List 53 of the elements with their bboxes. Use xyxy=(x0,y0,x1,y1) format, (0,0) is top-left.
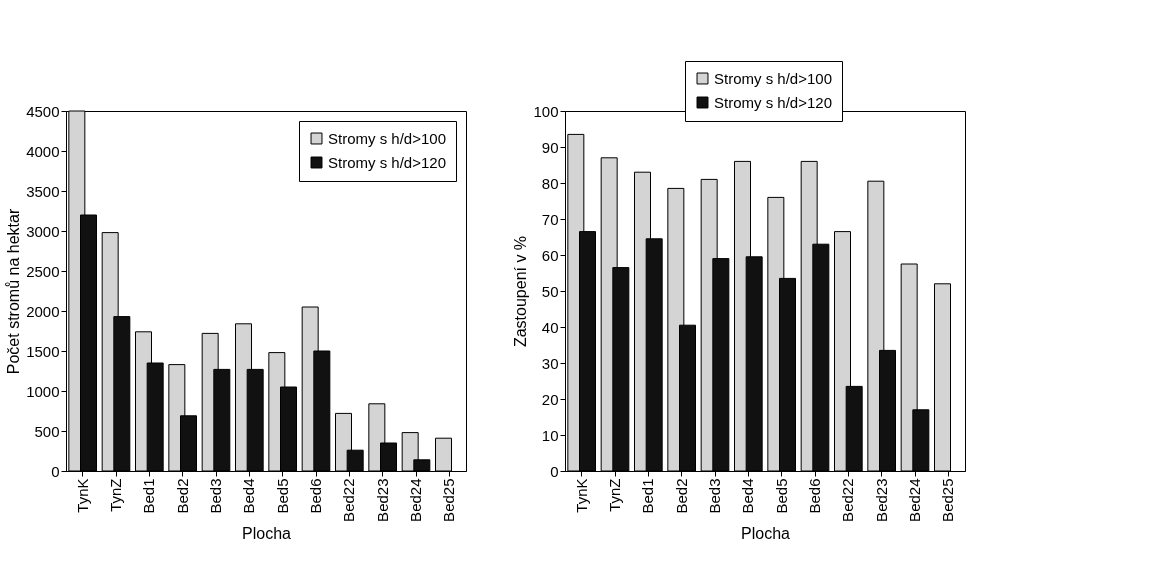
x-tick-label: Bed3 xyxy=(207,478,224,514)
x-tick-label: Bed5 xyxy=(273,478,291,514)
x-axis-title: Plocha xyxy=(242,524,292,542)
y-tick-label: 3000 xyxy=(26,222,60,240)
y-tick-label: 10 xyxy=(541,426,559,444)
y-tick-label: 3500 xyxy=(26,182,60,200)
y-tick-label: 1000 xyxy=(26,382,60,400)
y-tick-label: 2500 xyxy=(26,262,60,280)
x-tick-label: Bed6 xyxy=(806,478,823,514)
y-axis-title: Zastoupení v % xyxy=(512,235,530,348)
x-tick-label: Bed22 xyxy=(340,478,358,522)
x-tick-label: Bed2 xyxy=(672,478,690,514)
x-tick-label: TynZ xyxy=(606,478,623,512)
x-tick-label: Bed1 xyxy=(140,478,158,514)
y-tick-label: 100 xyxy=(533,102,559,120)
x-tick-label: Bed23 xyxy=(373,478,391,522)
y-axis-title: Počet stromů na hektar xyxy=(5,208,23,375)
y-tick-label: 2000 xyxy=(26,302,60,320)
legend-label: Stromy s h/d>100 xyxy=(714,69,832,87)
x-tick-label: Bed25 xyxy=(440,478,458,522)
y-tick-label: 0 xyxy=(51,462,60,480)
y-tick-label: 80 xyxy=(541,174,559,192)
legend-label: Stromy s h/d>120 xyxy=(714,93,832,111)
x-tick-label: Bed23 xyxy=(872,478,890,522)
y-tick-label: 0 xyxy=(550,462,559,480)
x-tick-label: Bed1 xyxy=(639,478,657,514)
legend-label: Stromy s h/d>100 xyxy=(328,129,446,147)
x-tick-label: Bed24 xyxy=(407,478,424,522)
y-tick-label: 500 xyxy=(34,422,60,440)
y-tick-label: 20 xyxy=(541,390,559,408)
x-tick-label: Bed5 xyxy=(772,478,790,514)
x-tick-label: Bed4 xyxy=(240,478,258,514)
y-tick-label: 90 xyxy=(541,138,559,156)
x-tick-label: TynK xyxy=(73,478,91,513)
y-tick-label: 30 xyxy=(541,354,559,372)
y-tick-label: 40 xyxy=(541,318,559,336)
x-tick-label: Bed24 xyxy=(906,478,923,522)
y-tick-label: 50 xyxy=(541,282,559,300)
x-axis-title: Plocha xyxy=(741,524,791,542)
y-tick-label: 60 xyxy=(541,246,559,264)
y-tick-label: 4000 xyxy=(26,142,60,160)
y-tick-label: 70 xyxy=(541,210,559,228)
x-tick-label: Bed6 xyxy=(307,478,324,514)
x-tick-label: Bed2 xyxy=(173,478,191,514)
x-tick-label: TynK xyxy=(572,478,590,513)
x-tick-label: Bed22 xyxy=(839,478,857,522)
legend-label: Stromy s h/d>120 xyxy=(328,153,446,171)
x-tick-label: Bed3 xyxy=(706,478,723,514)
y-tick-label: 4500 xyxy=(26,102,60,120)
x-tick-label: Bed25 xyxy=(939,478,957,522)
x-tick-label: Bed4 xyxy=(739,478,757,514)
y-tick-label: 1500 xyxy=(26,342,60,360)
x-tick-label: TynZ xyxy=(107,478,124,512)
